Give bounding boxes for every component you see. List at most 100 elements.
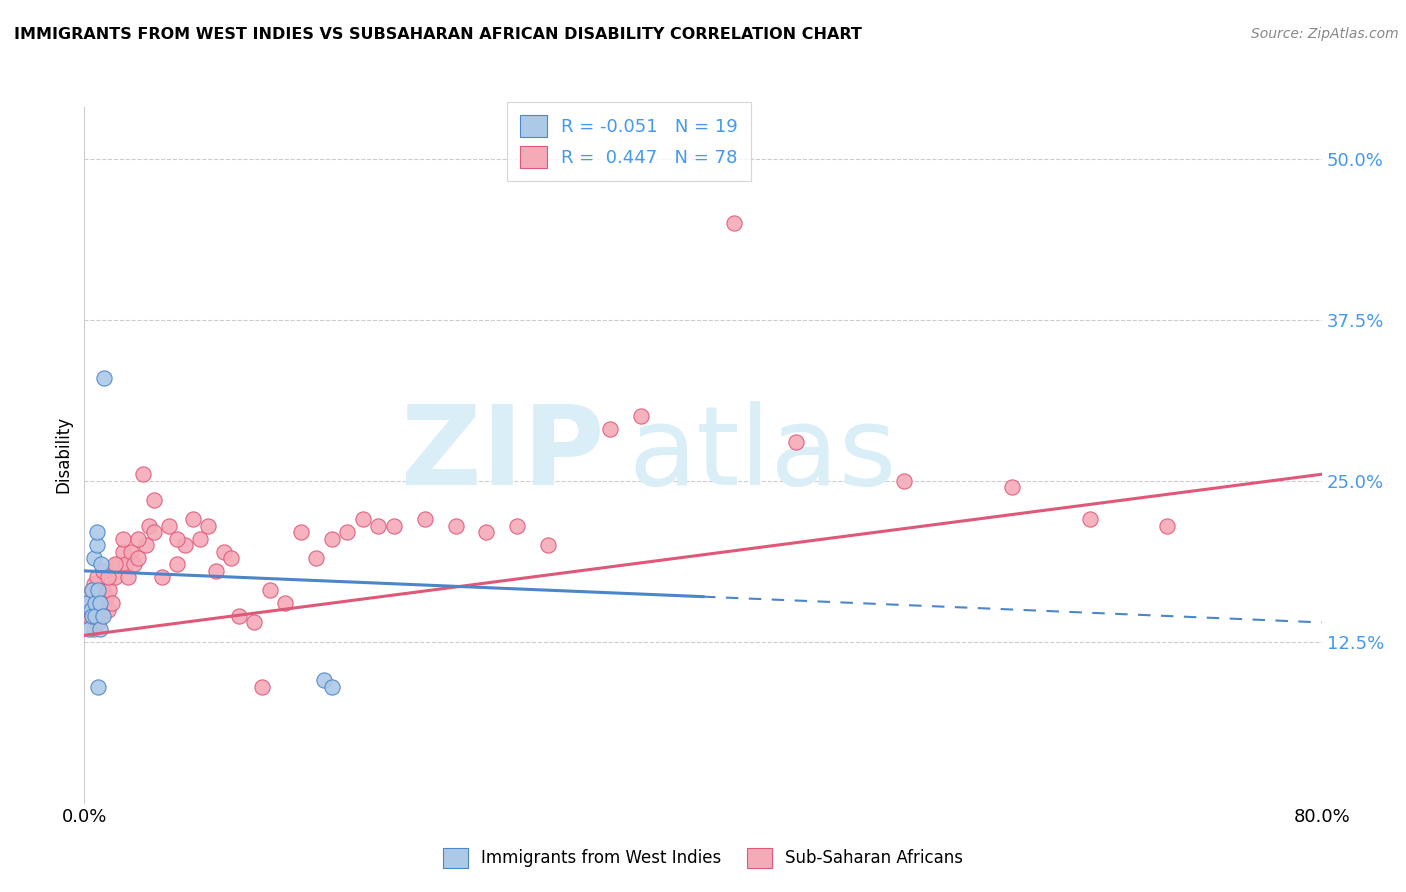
Text: Source: ZipAtlas.com: Source: ZipAtlas.com	[1251, 27, 1399, 41]
Point	[143, 525, 166, 540]
Text: atlas: atlas	[628, 401, 897, 508]
Point	[89, 609, 111, 624]
Point	[135, 538, 157, 552]
Point	[120, 544, 142, 558]
Point	[104, 570, 127, 584]
Point	[181, 512, 204, 526]
Point	[1078, 512, 1101, 526]
Point	[86, 538, 108, 552]
Point	[91, 583, 114, 598]
Point	[93, 596, 115, 610]
Point	[205, 564, 228, 578]
Point	[89, 622, 111, 636]
Point	[143, 493, 166, 508]
Point	[128, 532, 150, 546]
Point	[94, 590, 117, 604]
Point	[87, 615, 110, 630]
Legend: Immigrants from West Indies, Sub-Saharan Africans: Immigrants from West Indies, Sub-Saharan…	[433, 838, 973, 878]
Point	[259, 583, 281, 598]
Point	[336, 525, 359, 540]
Point	[93, 370, 115, 384]
Point	[86, 615, 108, 630]
Point	[84, 602, 107, 616]
Point	[91, 609, 114, 624]
Point	[82, 583, 104, 598]
Point	[599, 422, 621, 436]
Point	[243, 615, 266, 630]
Point	[166, 532, 188, 546]
Point	[159, 518, 181, 533]
Point	[197, 518, 219, 533]
Point	[90, 558, 112, 572]
Text: ZIP: ZIP	[401, 401, 605, 508]
Point	[444, 518, 467, 533]
Point	[83, 551, 105, 566]
Point	[166, 558, 188, 572]
Point	[122, 558, 145, 572]
Point	[86, 525, 108, 540]
Text: IMMIGRANTS FROM WEST INDIES VS SUBSAHARAN AFRICAN DISABILITY CORRELATION CHART: IMMIGRANTS FROM WEST INDIES VS SUBSAHARA…	[14, 27, 862, 42]
Point	[76, 596, 98, 610]
Point	[228, 609, 250, 624]
Point	[107, 558, 129, 572]
Point	[321, 680, 343, 694]
Point	[91, 564, 114, 578]
Point	[87, 680, 110, 694]
Point	[89, 596, 111, 610]
Point	[76, 596, 98, 610]
Point	[132, 467, 155, 482]
Point	[82, 609, 104, 624]
Point	[90, 590, 112, 604]
Point	[97, 602, 120, 616]
Point	[82, 602, 104, 616]
Point	[630, 409, 652, 424]
Point	[1156, 518, 1178, 533]
Point	[314, 673, 336, 688]
Point	[1001, 480, 1024, 494]
Point	[83, 576, 105, 591]
Point	[475, 525, 498, 540]
Point	[101, 596, 124, 610]
Point	[98, 583, 121, 598]
Point	[84, 609, 107, 624]
Point	[413, 512, 436, 526]
Point	[89, 596, 111, 610]
Point	[104, 558, 127, 572]
Point	[506, 518, 529, 533]
Point	[274, 596, 297, 610]
Point	[77, 609, 100, 624]
Point	[86, 596, 108, 610]
Point	[188, 532, 212, 546]
Point	[84, 596, 107, 610]
Point	[382, 518, 405, 533]
Point	[115, 558, 138, 572]
Point	[82, 583, 104, 598]
Point	[87, 583, 110, 598]
Point	[97, 570, 120, 584]
Point	[150, 570, 173, 584]
Point	[785, 435, 807, 450]
Point	[221, 551, 243, 566]
Point	[79, 602, 101, 616]
Point	[77, 622, 100, 636]
Point	[893, 474, 915, 488]
Point	[84, 596, 107, 610]
Y-axis label: Disability: Disability	[55, 417, 73, 493]
Point	[138, 518, 160, 533]
Point	[352, 512, 374, 526]
Point	[290, 525, 312, 540]
Point	[79, 596, 101, 610]
Point	[86, 570, 108, 584]
Point	[112, 532, 135, 546]
Point	[77, 602, 100, 616]
Point	[305, 551, 328, 566]
Point	[112, 544, 135, 558]
Point	[117, 570, 139, 584]
Point	[367, 518, 389, 533]
Point	[82, 609, 104, 624]
Point	[723, 216, 745, 230]
Point	[174, 538, 197, 552]
Point	[321, 532, 343, 546]
Point	[83, 622, 105, 636]
Point	[212, 544, 235, 558]
